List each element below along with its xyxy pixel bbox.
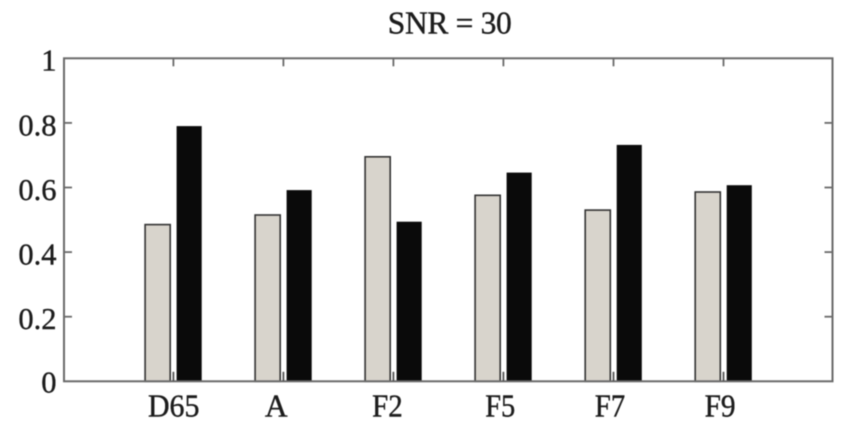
- svg-text:F5: F5: [485, 388, 515, 423]
- svg-text:0.2: 0.2: [18, 302, 56, 336]
- svg-text:0.8: 0.8: [18, 109, 56, 143]
- svg-text:0.6: 0.6: [18, 173, 56, 207]
- svg-text:1: 1: [41, 43, 56, 77]
- svg-text:D65: D65: [148, 388, 200, 423]
- svg-text:0: 0: [41, 366, 56, 400]
- svg-text:A: A: [265, 388, 288, 423]
- svg-text:F9: F9: [705, 388, 736, 423]
- svg-text:F2: F2: [372, 388, 403, 423]
- svg-text:F7: F7: [595, 388, 626, 423]
- svg-text:0.4: 0.4: [18, 237, 56, 271]
- svg-text:SNR = 30: SNR = 30: [388, 6, 512, 41]
